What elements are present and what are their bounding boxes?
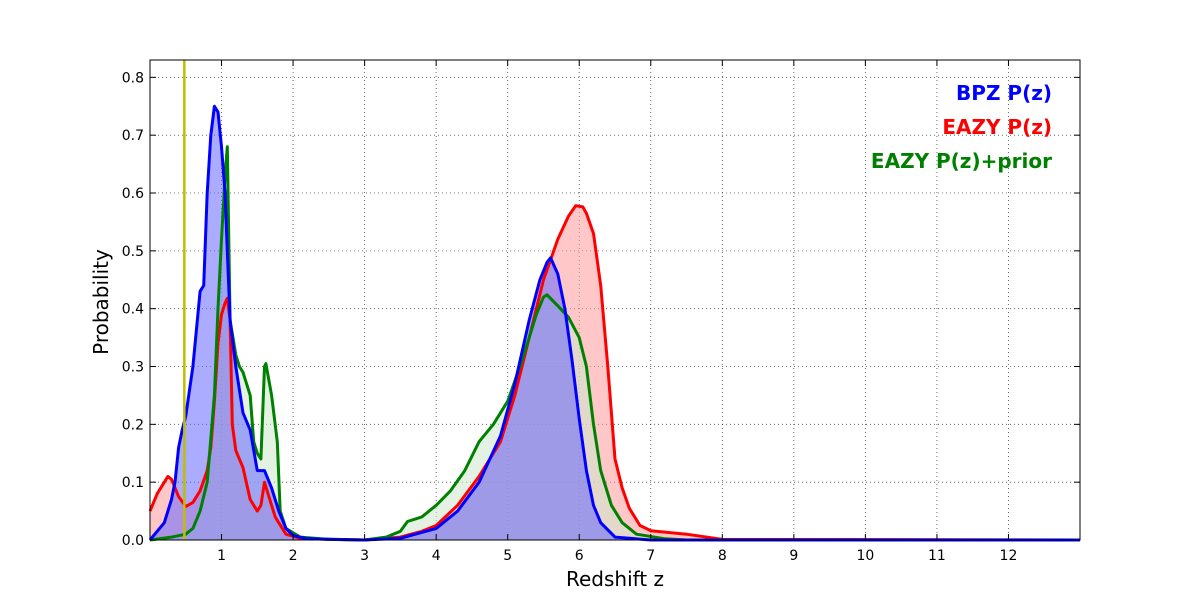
y-tick-label: 0.5	[122, 244, 144, 260]
y-tick-label: 0.6	[122, 186, 144, 202]
y-tick-label: 0.7	[122, 128, 144, 144]
x-tick-label: 11	[928, 548, 946, 564]
legend-entry-bpz-p-z: BPZ P(z)	[956, 81, 1052, 105]
x-tick-label: 2	[289, 548, 298, 564]
y-axis-title: Probability	[89, 249, 113, 355]
x-tick-label: 4	[432, 548, 441, 564]
y-tick-label: 0.2	[122, 417, 144, 433]
x-tick-label: 5	[503, 548, 512, 564]
x-tick-label: 10	[856, 548, 874, 564]
x-axis-title: Redshift z	[566, 567, 664, 591]
legend: BPZ P(z) EAZY P(z) EAZY P(z)+prior	[871, 81, 1052, 173]
y-tick-label: 0.0	[122, 533, 144, 549]
x-tick-label: 1	[217, 548, 226, 564]
ticks: 1 2 3 4 5 6 7 8 9 10 11 120.00.10.20.30.40.50.60.70…	[122, 60, 1080, 564]
series-line-bpz-p-z	[148, 104, 1080, 542]
x-tick-label: 8	[718, 548, 727, 564]
y-tick-label: 0.1	[122, 475, 144, 491]
legend-entry-eazy-p-z-prior: EAZY P(z)+prior	[871, 149, 1052, 173]
y-tick-label: 0.8	[122, 70, 144, 86]
x-tick-label: 3	[360, 548, 369, 564]
x-tick-label: 7	[646, 548, 655, 564]
x-tick-label: 12	[1000, 548, 1018, 564]
series-fill-bpz-p-z	[150, 106, 1080, 541]
y-tick-label: 0.4	[122, 302, 144, 318]
y-tick-label: 0.3	[122, 360, 144, 376]
grid	[150, 60, 1080, 541]
series-group	[148, 104, 1081, 542]
x-tick-label: 6	[575, 548, 584, 564]
x-tick-label: 9	[789, 548, 798, 564]
plot-frame	[149, 59, 1081, 541]
legend-entry-eazy-p-z: EAZY P(z)	[942, 115, 1052, 139]
